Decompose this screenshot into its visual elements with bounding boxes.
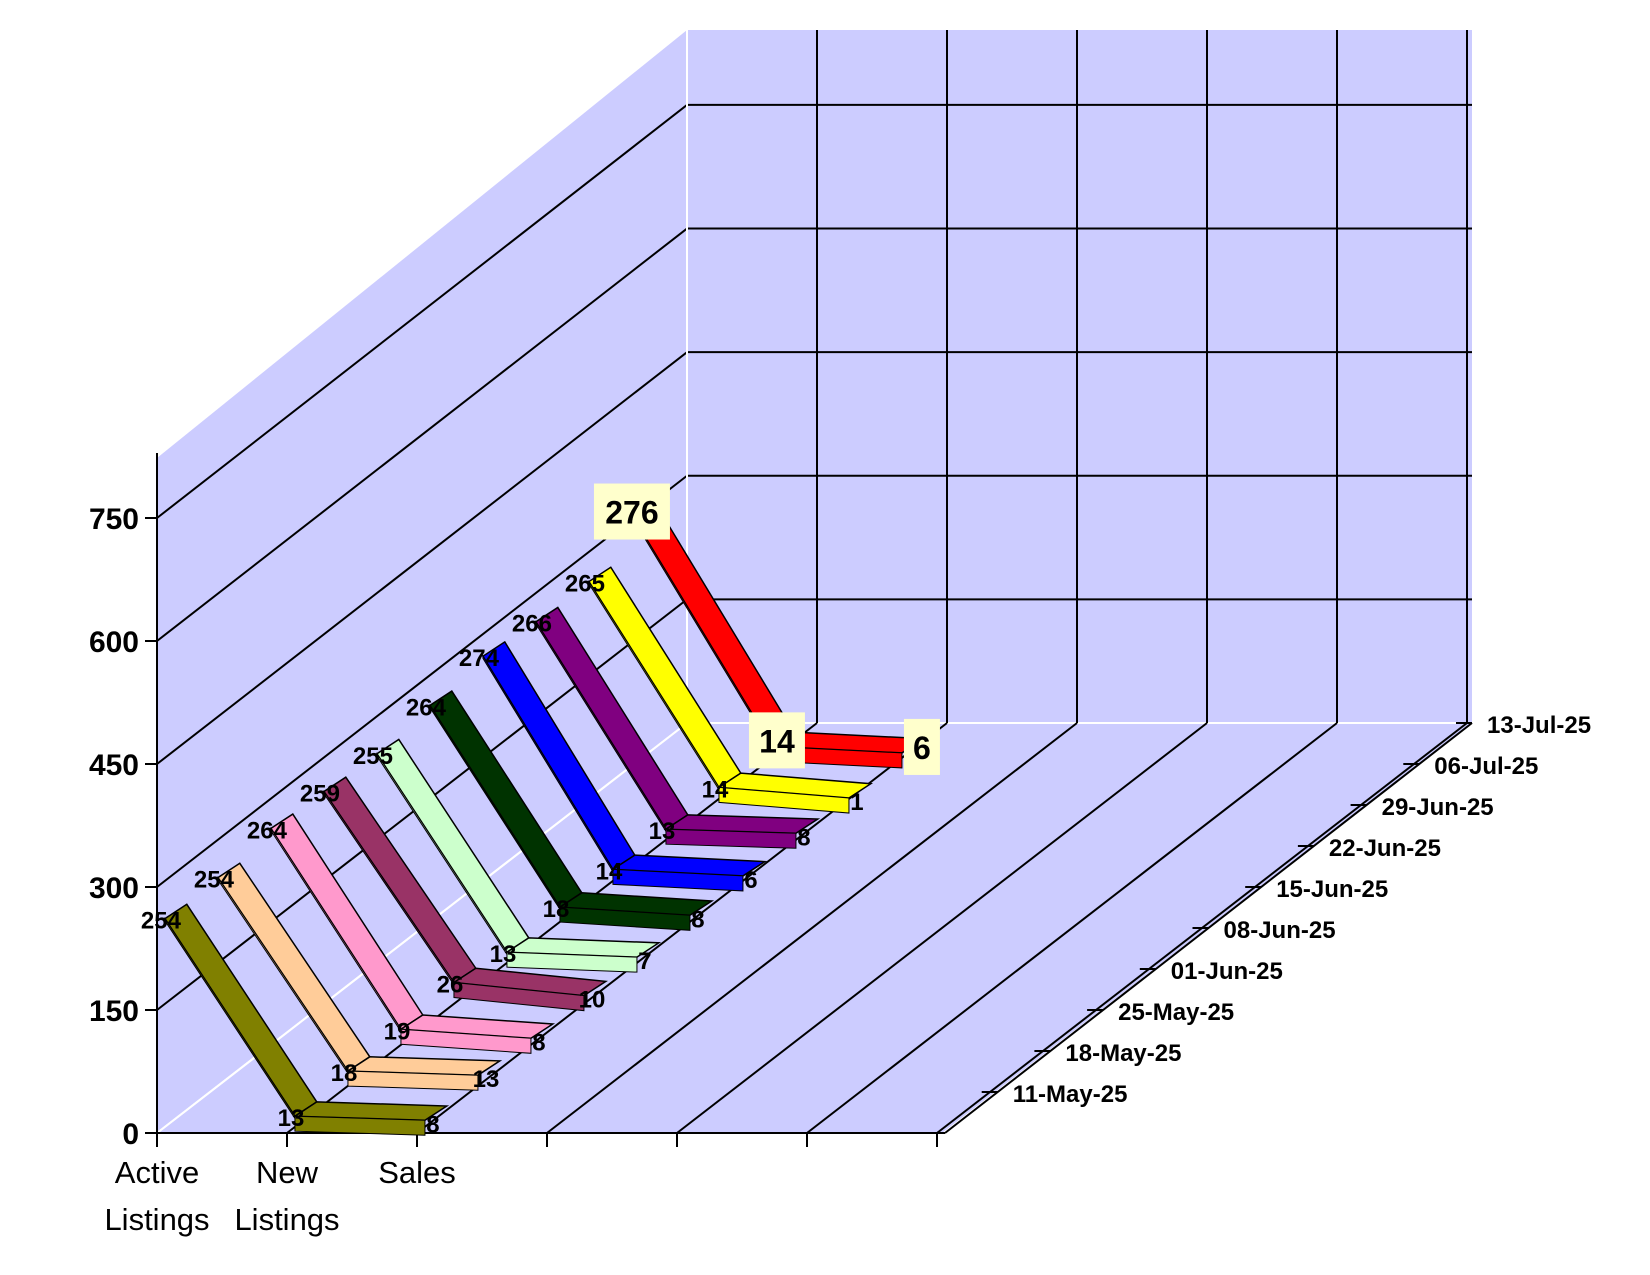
z-tick-label: 01-Jun-25 (1171, 958, 1283, 985)
y-tick-label: 0 (122, 1118, 139, 1151)
gridline-left (156, 227, 688, 642)
data-label: 14 (596, 858, 623, 885)
data-label: 276 (605, 495, 658, 531)
data-label: 18 (543, 896, 570, 923)
data-label: 254 (194, 867, 235, 894)
data-label: 7 (638, 948, 651, 975)
z-tick-label: 18-May-25 (1065, 1040, 1181, 1067)
series-06-Jul-25 (587, 566, 874, 814)
data-label-box (903, 718, 940, 775)
x-tick-label: Sales (378, 1155, 456, 1190)
data-label: 8 (691, 906, 704, 933)
data-label: 259 (300, 780, 340, 807)
series-01-Jun-25 (322, 776, 608, 1012)
series-ribbons (163, 516, 927, 1136)
data-label: 8 (532, 1029, 545, 1056)
data-label-box (748, 712, 805, 769)
ribbon-face (294, 1115, 426, 1136)
data-label: 26 (437, 972, 464, 999)
y-tick-label: 600 (89, 626, 139, 659)
data-label: 6 (744, 867, 757, 894)
z-tick-label: 08-Jun-25 (1224, 917, 1336, 944)
data-label: 255 (353, 743, 393, 770)
series-18-May-25 (216, 862, 503, 1091)
ribbon-face (506, 951, 638, 973)
gridline-floor (676, 722, 1208, 1134)
z-tick-label: 29-Jun-25 (1382, 794, 1494, 821)
data-label: 14 (759, 723, 795, 759)
z-tick-label: 13-Jul-25 (1487, 712, 1591, 739)
data-label: 13 (278, 1105, 305, 1132)
ribbon-face (612, 868, 744, 892)
ribbon-face (453, 981, 585, 1012)
z-tick-label: 06-Jul-25 (1434, 753, 1538, 780)
gridline-floor (546, 722, 1078, 1134)
data-label: 6 (913, 730, 931, 766)
gridline-left (156, 474, 688, 888)
data-label: 266 (512, 611, 552, 638)
data-label: 1 (850, 789, 863, 816)
x-axis-ticks: Active Listings New Listings Sales (104, 1133, 938, 1237)
series-22-Jun-25 (481, 640, 768, 892)
series-25-May-25 (269, 813, 556, 1054)
data-label: 265 (565, 571, 605, 598)
y-tick-label: 150 (89, 995, 139, 1028)
back-wall (687, 30, 1472, 723)
ribbon-face (559, 906, 691, 931)
gridline-floor (806, 722, 1338, 1134)
z-tick-label: 22-Jun-25 (1329, 835, 1441, 862)
ribbon-face (665, 828, 797, 849)
z-tick-label: 11-May-25 (1013, 1081, 1128, 1108)
data-label: 8 (797, 824, 810, 851)
data-label: 8 (426, 1111, 439, 1138)
data-label: 18 (331, 1060, 358, 1087)
z-tick-label: 25-May-25 (1118, 999, 1234, 1026)
gridline-left (156, 351, 688, 765)
data-label: 13 (473, 1066, 500, 1093)
data-label: 13 (649, 818, 676, 845)
data-label: 274 (459, 645, 500, 672)
data-label: 264 (247, 817, 288, 844)
data-label: 13 (490, 941, 517, 968)
y-tick-label: 750 (89, 503, 139, 536)
gridline-left (156, 104, 688, 519)
data-label: 264 (406, 694, 447, 721)
ribbon-face (347, 1070, 479, 1091)
x-tick-label: Active Listings (104, 1155, 209, 1237)
series-11-May-25 (163, 903, 450, 1136)
ribbon-face (718, 786, 850, 814)
y-tick-label: 300 (89, 872, 139, 905)
series-29-Jun-25 (534, 606, 821, 849)
data-label: 14 (702, 776, 729, 803)
series-08-Jun-25 (375, 738, 662, 973)
z-tick-label: 15-Jun-25 (1276, 876, 1388, 903)
z-axis-ticks: 11-May-25 18-May-25 25-May-25 01-Jun-25 08-J… (981, 712, 1591, 1108)
data-label: 10 (579, 987, 606, 1014)
y-axis-ticks: 0 150 300 450 600 750 (89, 503, 157, 1151)
data-label-box (593, 483, 670, 540)
series-15-Jun-25 (428, 690, 715, 931)
data-label: 254 (141, 908, 182, 935)
ribbon-face (400, 1028, 532, 1054)
y-tick-label: 450 (89, 749, 139, 782)
x-tick-label: New Listings (234, 1155, 339, 1237)
data-label: 19 (384, 1018, 411, 1045)
